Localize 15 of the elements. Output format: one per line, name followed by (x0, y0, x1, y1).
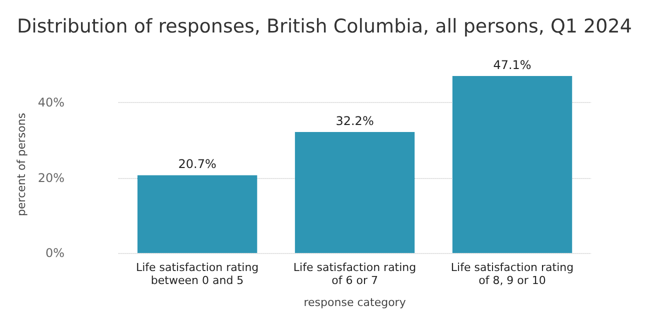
x-axis-title: response category (304, 296, 406, 309)
chart-title: Distribution of responses, British Columbia, all persons, Q1 2024 (17, 16, 632, 38)
x-tick-label: Life satisfaction rating between 0 and 5 (136, 261, 259, 287)
y-tick-label: 20% (38, 170, 65, 185)
y-tick-label: 40% (38, 96, 65, 110)
data-label: 47.1% (493, 58, 532, 72)
y-tick-label: 0% (46, 246, 65, 260)
x-tick-label: Life satisfaction rating of 8, 9 or 10 (450, 261, 574, 287)
y-axis-title: percent of persons (15, 112, 28, 216)
bar (452, 76, 572, 253)
x-tick-label: Life satisfaction rating of 6 or 7 (293, 261, 416, 287)
data-label: 32.2% (336, 114, 374, 128)
bar (294, 132, 415, 253)
bar (137, 175, 258, 253)
data-label: 20.7% (178, 157, 216, 172)
